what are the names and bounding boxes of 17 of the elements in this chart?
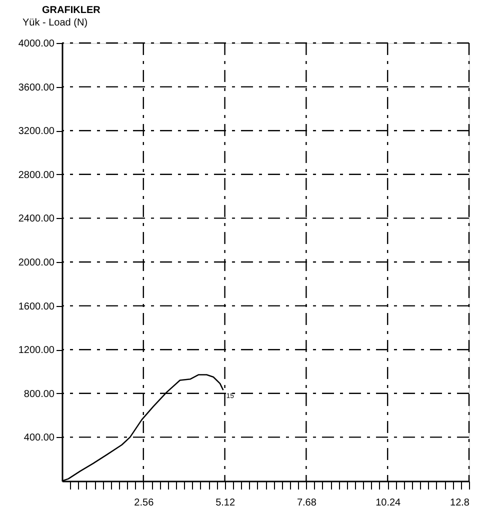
y-tick-label: 2400.00: [18, 214, 55, 225]
y-tick-label: 3600.00: [18, 82, 55, 94]
y-tick-label: 1600.00: [18, 301, 55, 312]
x-tick-label: 7.68: [296, 498, 317, 508]
x-tick-label: 5.12: [216, 498, 236, 508]
chart-title: GRAFIKLER: [42, 5, 102, 16]
y-tick-label: 4000.00: [18, 38, 55, 50]
y-tick-label: 400.00: [24, 432, 55, 444]
x-tick-label: 10.24: [376, 498, 402, 508]
y-tick-label: 1200.00: [18, 345, 55, 356]
y-tick-label: 800.00: [24, 388, 55, 400]
y-tick-label: 2800.00: [18, 170, 55, 181]
y-tick-label: 2000.00: [18, 258, 55, 268]
y-axis-title: Yük - Load (N): [22, 18, 88, 28]
y-tick-label: 3200.00: [18, 126, 55, 138]
x-tick-label: 2.56: [134, 498, 154, 508]
x-tick-label: 12.8: [450, 498, 470, 508]
